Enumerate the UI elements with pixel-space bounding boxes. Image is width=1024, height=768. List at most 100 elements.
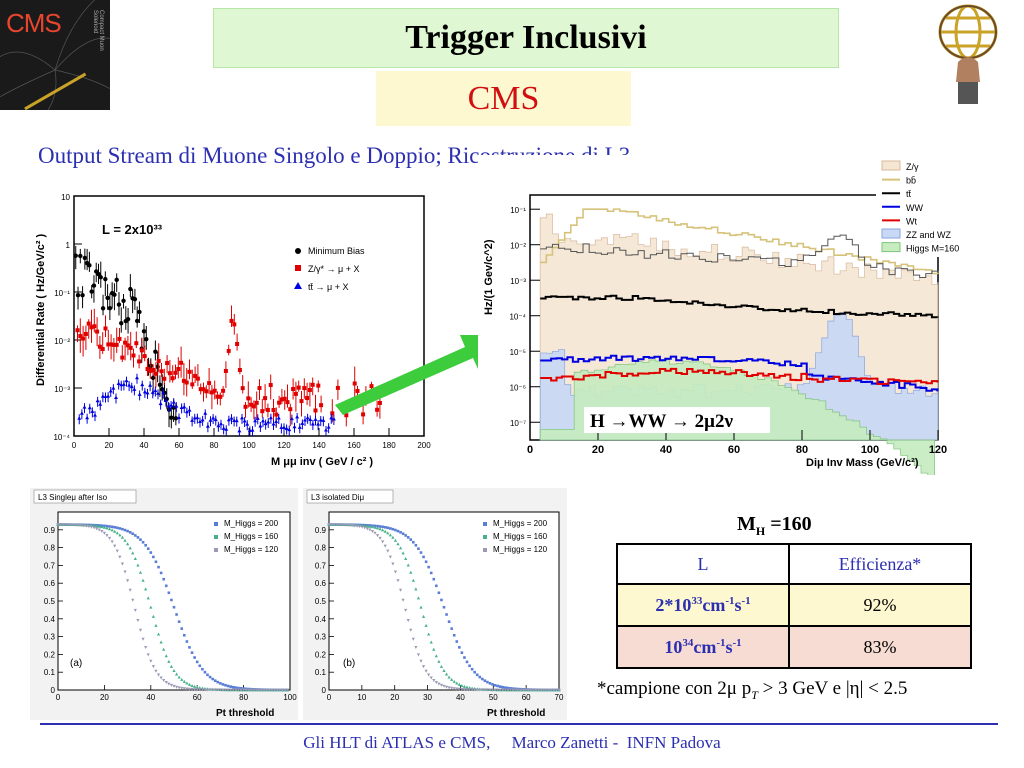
minbias-point: [125, 317, 131, 322]
eff-point: [414, 543, 418, 547]
minbias-point: [119, 320, 124, 326]
eff-point: [198, 688, 202, 692]
eff-point: [455, 681, 459, 685]
eff-y-tick-label: 0.5: [315, 597, 327, 606]
eff-point: [190, 651, 194, 654]
eff-point: [134, 534, 137, 537]
zgamma-point: [235, 341, 240, 346]
left-legend-ttbar: tt̄ → μ + X: [308, 282, 348, 292]
atlas-logo: [938, 4, 998, 104]
minbias-point: [107, 306, 113, 311]
eff-point: [216, 680, 220, 684]
eff-point: [156, 632, 161, 636]
eff-point: [223, 688, 228, 692]
left-x-tick-label: 100: [242, 441, 256, 450]
zgamma-point: [251, 404, 256, 409]
eff-point: [185, 681, 189, 685]
ttbar-point: [295, 414, 300, 419]
eff-point: [113, 529, 117, 533]
eff-x-tick-label: 0: [56, 693, 61, 702]
eff-point: [421, 665, 426, 669]
ttbar-point: [253, 418, 258, 423]
eff-point: [480, 688, 484, 692]
zgamma-point: [319, 403, 324, 408]
eff-point: [383, 544, 387, 548]
eff-y-tick-label: 0.6: [315, 579, 327, 588]
ttbar-point: [208, 418, 213, 422]
eff-point: [414, 587, 418, 591]
eff-point: [409, 538, 413, 541]
eff-point: [470, 688, 474, 692]
eff-point: [208, 675, 212, 679]
eff-point: [483, 688, 487, 692]
zgamma-point: [100, 346, 105, 351]
ttbar-point: [129, 384, 134, 389]
ttbar-point: [121, 382, 126, 386]
cms-logo-subtext: Compact Muon Solenoid: [92, 10, 104, 51]
ttbar-point: [142, 389, 147, 394]
ttbar-point: [324, 428, 328, 432]
ttbar-point: [124, 378, 129, 383]
ttbar-point: [240, 415, 244, 420]
row-eff: 83%: [788, 625, 972, 669]
eff-point: [172, 669, 176, 673]
minbias-point: [91, 283, 97, 288]
eff-point: [146, 596, 150, 600]
right-legend-label: bb̄: [906, 176, 916, 186]
eff-point: [439, 664, 444, 668]
eff-point: [270, 688, 274, 692]
eff-point: [195, 685, 199, 689]
ttbar-point: [90, 409, 95, 413]
eff-point: [177, 620, 181, 623]
ttbar-point: [250, 428, 255, 432]
eff-point: [110, 528, 114, 532]
eff-point: [170, 598, 173, 602]
zgamma-point: [293, 391, 298, 396]
ttbar-point: [100, 394, 105, 398]
ttbar-point: [187, 408, 192, 412]
zgamma-point: [316, 383, 321, 388]
left-y-tick-label: 10⁻⁴: [53, 433, 70, 442]
eff-point: [554, 688, 559, 692]
ttbar-point: [234, 418, 239, 423]
eff-point: [460, 683, 464, 687]
eff-point: [516, 688, 520, 692]
ttbar-point: [163, 398, 168, 402]
ttbar-point: [79, 411, 84, 415]
eff-point: [378, 527, 382, 531]
eff-point: [162, 679, 166, 683]
ttbar-point: [245, 422, 250, 426]
eff-point: [105, 524, 109, 528]
eff-point: [193, 688, 197, 692]
minbias-point: [96, 271, 101, 277]
eff-point: [138, 628, 143, 632]
eff-legend-label: M_Higgs = 160: [493, 532, 548, 541]
ttbar-point: [150, 390, 155, 394]
eff-point: [138, 570, 143, 574]
eff-point: [221, 683, 225, 686]
row-lumi: 2*1033cm-1s-1: [616, 583, 790, 627]
ttbar-point: [226, 417, 231, 422]
eff-point: [412, 540, 415, 544]
eff-point: [167, 659, 171, 663]
zgamma-point: [123, 340, 128, 345]
eff-point: [278, 688, 282, 692]
right-y-tick-label: 10⁻⁷: [510, 419, 526, 428]
zgamma-point: [355, 388, 360, 393]
eff-point: [478, 688, 482, 692]
left-x-tick-label: 120: [277, 441, 291, 450]
ttbar-point: [145, 390, 150, 395]
eff-point: [120, 562, 125, 566]
right-y-tick-label: 10⁻⁶: [510, 384, 526, 393]
eff-point: [115, 549, 119, 553]
eff-point: [386, 549, 390, 553]
eff-point: [146, 547, 150, 550]
eff-point: [107, 536, 112, 540]
zgamma-point: [131, 353, 136, 358]
eff-point: [503, 688, 507, 692]
eff-point: [182, 687, 186, 691]
zgamma-point: [89, 325, 94, 330]
eff-point: [141, 637, 145, 641]
eff-point: [365, 524, 369, 528]
eff-point: [198, 664, 202, 668]
